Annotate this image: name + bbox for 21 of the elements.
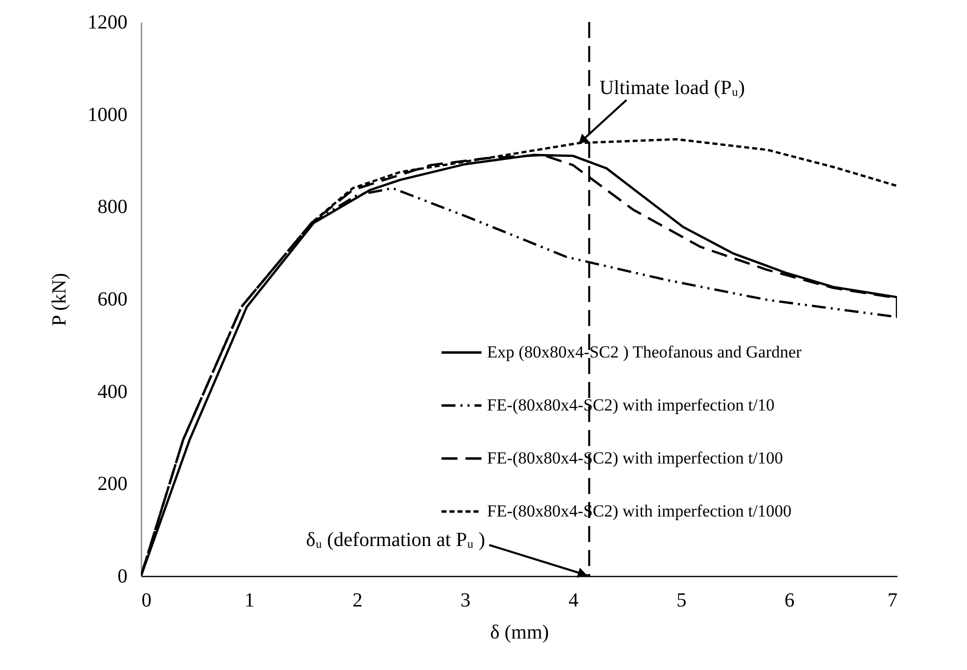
x-tick-label: 1 <box>244 590 254 612</box>
y-tick-label: 0 <box>118 566 128 588</box>
x-axis-title: δ (mm) <box>490 622 549 644</box>
y-tick-label: 1200 <box>88 12 128 34</box>
x-tick-label: 0 <box>142 590 152 612</box>
x-tick-label: 7 <box>888 590 898 612</box>
y-tick-label: 400 <box>98 380 128 403</box>
y-tick-label: 600 <box>98 288 128 310</box>
x-tick-label: 4 <box>568 590 578 612</box>
y-axis-title: P (kN) <box>48 272 70 326</box>
x-tick-label: 3 <box>460 590 470 612</box>
y-tick-label: 200 <box>98 473 128 496</box>
x-tick-label: 6 <box>784 590 794 612</box>
y-tick-label: 1000 <box>88 104 128 126</box>
legend-label: FE-(80x80x4-SC2) with imperfection t/10 <box>487 396 775 414</box>
annotation: Ultimate load (Pᵤ) <box>599 76 745 99</box>
annotation: δᵤ (deformation at Pᵤ ) <box>306 529 486 551</box>
x-tick-label: 5 <box>676 590 686 612</box>
legend-label: Exp (80x80x4-SC2 ) Theofanous and Gardner <box>487 342 802 362</box>
y-tick-label: 800 <box>98 196 128 218</box>
x-tick-label: 2 <box>352 590 362 612</box>
